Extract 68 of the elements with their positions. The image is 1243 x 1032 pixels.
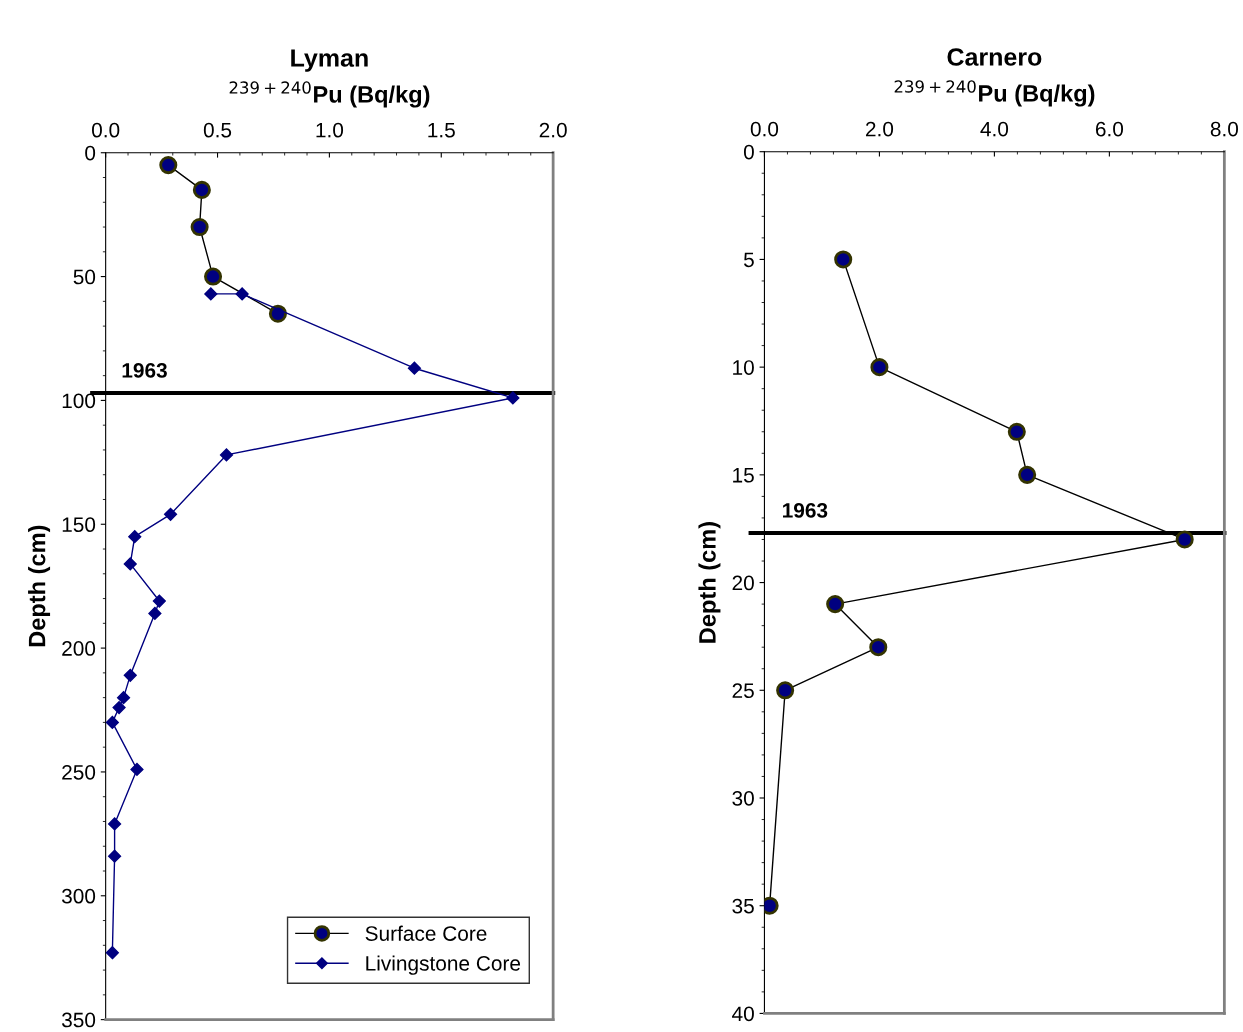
point bbox=[204, 267, 223, 286]
y-tick-label: 25 bbox=[732, 683, 754, 699]
point bbox=[219, 448, 234, 462]
point bbox=[869, 638, 888, 657]
annotation: 1963 bbox=[122, 363, 167, 378]
point bbox=[1018, 465, 1037, 484]
y-tick-label: 35 bbox=[732, 898, 754, 914]
point bbox=[826, 595, 845, 614]
point bbox=[123, 557, 137, 571]
point bbox=[204, 287, 218, 301]
y-tick-label: 15 bbox=[733, 468, 754, 483]
y-tick-label: 100 bbox=[62, 393, 96, 409]
point bbox=[159, 156, 178, 175]
point bbox=[112, 700, 126, 715]
point bbox=[1175, 530, 1194, 549]
annotation: 1963 bbox=[783, 503, 828, 518]
point bbox=[128, 530, 142, 544]
y-axis-title: Depth (cm) bbox=[698, 522, 721, 643]
point bbox=[108, 817, 122, 831]
y-tick-label: 40 bbox=[732, 1006, 754, 1022]
y-tick-label: 200 bbox=[62, 641, 96, 656]
x-tick-label: 2.0 bbox=[865, 121, 894, 137]
point bbox=[163, 507, 178, 521]
point bbox=[268, 304, 287, 323]
y-tick-label: 30 bbox=[732, 791, 754, 806]
point bbox=[105, 715, 119, 729]
x-tick-label: 2.0 bbox=[539, 122, 567, 138]
y-tick-label: 0 bbox=[85, 145, 96, 161]
chart-title: Carnero bbox=[947, 48, 1042, 66]
y-tick-label: 20 bbox=[732, 575, 754, 591]
point bbox=[116, 691, 131, 705]
y-tick-label: 150 bbox=[62, 517, 96, 533]
point bbox=[776, 681, 795, 700]
point bbox=[1007, 422, 1026, 441]
legend-label: Livingstone Core bbox=[366, 955, 521, 975]
x-tick-label: 8.0 bbox=[1210, 121, 1239, 137]
point bbox=[108, 849, 122, 863]
point bbox=[235, 287, 249, 301]
x-tick-label: 0.0 bbox=[750, 121, 779, 137]
x-axis-title: $^{239+240}$Pu (Bq/kg) bbox=[229, 81, 430, 108]
y-axis-title: Depth (cm) bbox=[28, 525, 51, 647]
point bbox=[130, 762, 144, 777]
x-axis-title: $^{239+240}$Pu (Bq/kg) bbox=[894, 80, 1095, 107]
point bbox=[123, 668, 137, 682]
x-tick-label: 1.5 bbox=[428, 122, 455, 138]
y-tick-label: 0 bbox=[743, 144, 754, 160]
point bbox=[407, 361, 422, 375]
y-tick-label: 50 bbox=[73, 269, 96, 285]
x-tick-label: 6.0 bbox=[1095, 121, 1124, 137]
point bbox=[152, 594, 166, 608]
x-tick-label: 1.0 bbox=[316, 122, 344, 138]
point bbox=[192, 180, 211, 199]
x-tick-label: 0.0 bbox=[91, 122, 120, 138]
x-tick-label: 4.0 bbox=[980, 121, 1009, 137]
legend-label: Surface Core bbox=[365, 925, 487, 941]
point bbox=[870, 358, 889, 377]
point bbox=[105, 946, 119, 960]
point bbox=[834, 250, 853, 269]
y-tick-label: 10 bbox=[733, 360, 754, 375]
y-tick-label: 350 bbox=[61, 1012, 96, 1028]
y-tick-label: 300 bbox=[61, 888, 96, 904]
y-tick-label: 250 bbox=[62, 764, 96, 780]
point bbox=[506, 391, 520, 405]
point bbox=[148, 606, 162, 621]
chart-title: Lyman bbox=[291, 49, 368, 72]
y-tick-label: 5 bbox=[743, 252, 754, 268]
x-tick-label: 0.5 bbox=[203, 122, 232, 138]
point bbox=[190, 218, 209, 237]
